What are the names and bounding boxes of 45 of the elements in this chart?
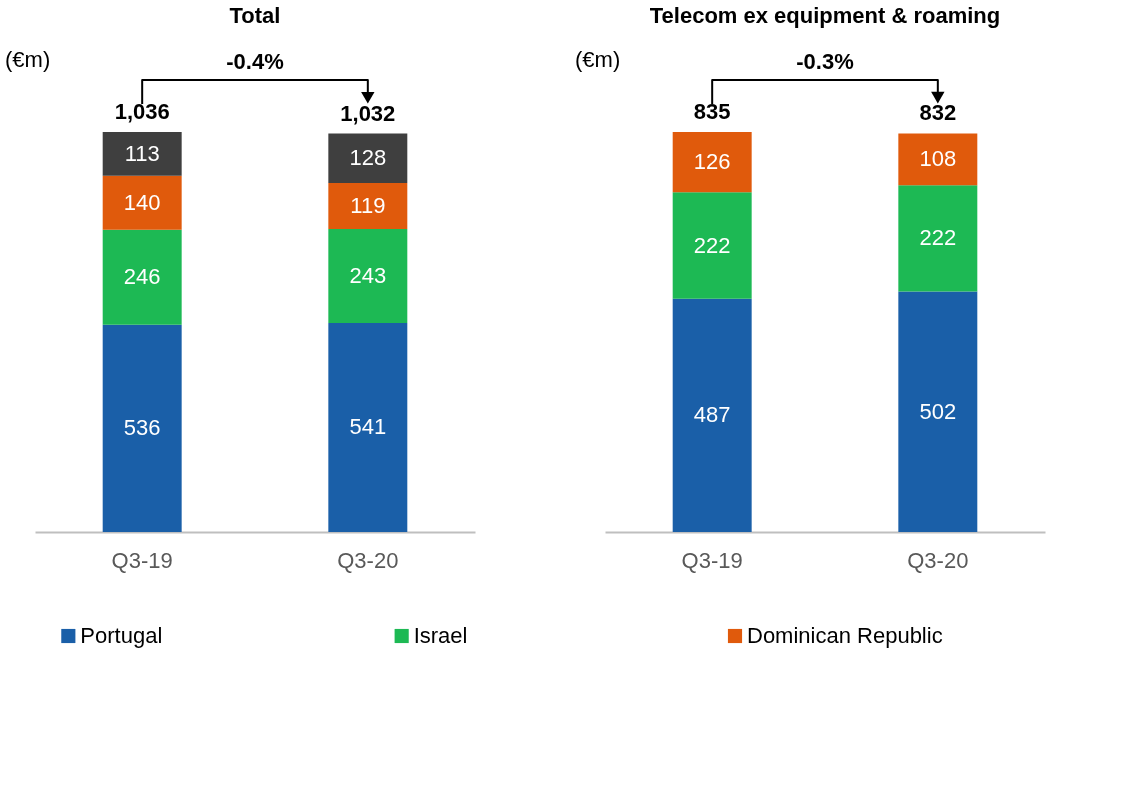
- data-label: 243: [349, 262, 387, 288]
- bar: [328, 322, 408, 532]
- data-label: 222: [693, 232, 731, 258]
- data-label: 246: [123, 264, 161, 290]
- text: -0.3%: [796, 49, 854, 74]
- total-label: 1,032: [340, 100, 396, 126]
- total-label: 835: [693, 99, 731, 124]
- text: (€m): [5, 47, 51, 72]
- data-label: 536: [123, 415, 161, 441]
- data-label: 140: [123, 189, 161, 215]
- data-label: 541: [349, 414, 387, 440]
- bar: [102, 175, 182, 230]
- total-label: 832: [919, 100, 957, 126]
- text: -0.4%: [226, 49, 284, 74]
- chart-title: Total: [229, 3, 281, 28]
- x-tick-label: Q3-19: [111, 547, 173, 573]
- x-tick-label: Q3-20: [337, 547, 399, 573]
- bar: [102, 324, 182, 532]
- data-label: 126: [693, 149, 731, 175]
- legend-label: Portugal: [80, 623, 163, 648]
- legend-label: Israel: [413, 623, 468, 648]
- bar: [672, 192, 752, 299]
- bar: [102, 132, 182, 176]
- bar: [672, 298, 752, 532]
- bar: [898, 133, 978, 186]
- bar: [328, 133, 408, 184]
- data-label: 128: [349, 145, 387, 171]
- x-tick-label: Q3-19: [681, 547, 743, 573]
- bar: [328, 229, 408, 323]
- legend-label: Dominican Republic: [747, 623, 943, 648]
- bar: [672, 132, 752, 193]
- data-label: 222: [919, 225, 957, 251]
- bar: [102, 229, 182, 325]
- bar: [898, 185, 978, 292]
- data-label: 119: [350, 193, 386, 219]
- bar: [328, 183, 408, 229]
- data-label: 108: [919, 146, 957, 172]
- x-tick-label: Q3-20: [907, 547, 969, 573]
- chart-title: Telecom ex equipment & roaming: [649, 3, 1001, 28]
- data-label: 487: [693, 402, 731, 428]
- data-label: 113: [124, 140, 160, 166]
- data-label: 502: [919, 398, 957, 424]
- text: (€m): [575, 47, 621, 72]
- total-label: 1,036: [114, 99, 170, 124]
- bar: [898, 291, 978, 532]
